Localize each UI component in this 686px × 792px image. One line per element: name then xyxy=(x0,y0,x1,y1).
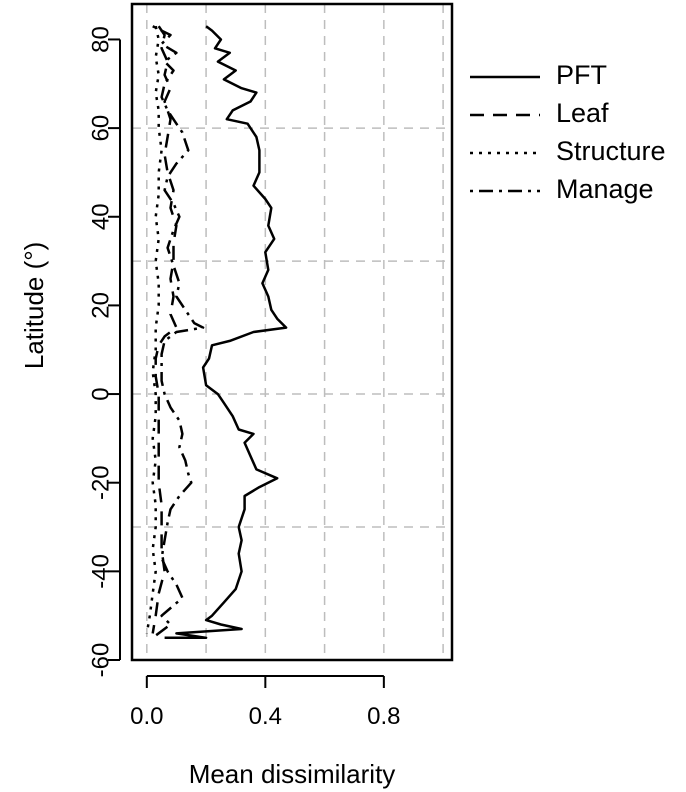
x-tick-label: 0.0 xyxy=(130,703,163,730)
y-tick-label: 60 xyxy=(87,115,114,142)
legend-label-structure: Structure xyxy=(556,136,666,166)
series-line-manage xyxy=(151,25,205,639)
y-axis: -60 -40 -20 0 20 40 60 80 xyxy=(87,26,121,678)
legend-label-manage: Manage xyxy=(556,174,654,204)
series-lines xyxy=(145,25,288,640)
y-tick-label: -60 xyxy=(87,643,114,678)
legend-label-leaf: Leaf xyxy=(556,98,609,128)
y-tick-label: 40 xyxy=(87,203,114,230)
series-line-pft xyxy=(164,25,288,640)
x-axis: 0.0 0.4 0.8 xyxy=(130,675,401,730)
legend-label-pft: PFT xyxy=(556,60,607,90)
y-tick-label: -20 xyxy=(87,465,114,500)
x-tick-label: 0.8 xyxy=(367,703,400,730)
x-tick-label: 0.4 xyxy=(249,703,282,730)
legend: PFT Leaf Structure Manage xyxy=(470,60,666,204)
series-line-leaf xyxy=(151,25,178,634)
series-line-structure xyxy=(145,25,163,634)
plot-frame xyxy=(130,2,454,662)
y-tick-label: 20 xyxy=(87,292,114,319)
y-tick-label: 80 xyxy=(87,26,114,53)
x-axis-title: Mean dissimilarity xyxy=(189,759,396,789)
y-tick-label: -40 xyxy=(87,554,114,589)
y-tick-label: 0 xyxy=(87,387,114,400)
y-axis-title: Latitude (°) xyxy=(19,242,49,369)
